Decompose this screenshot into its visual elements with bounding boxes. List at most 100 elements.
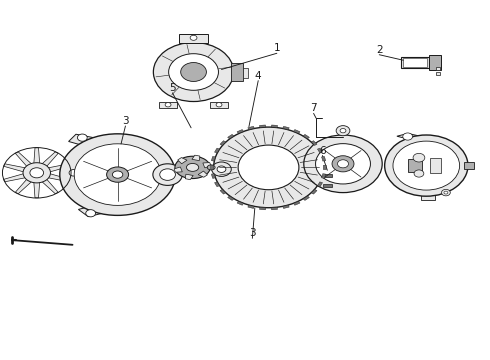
Polygon shape bbox=[311, 189, 317, 194]
Polygon shape bbox=[294, 130, 300, 134]
Bar bbox=[323, 174, 332, 177]
Bar bbox=[210, 102, 228, 108]
Polygon shape bbox=[321, 174, 326, 179]
Polygon shape bbox=[248, 126, 254, 130]
Bar bbox=[243, 68, 248, 78]
Polygon shape bbox=[15, 179, 32, 194]
Polygon shape bbox=[34, 148, 40, 164]
Circle shape bbox=[238, 145, 299, 190]
Polygon shape bbox=[294, 201, 300, 205]
Circle shape bbox=[169, 169, 173, 173]
Polygon shape bbox=[323, 165, 326, 170]
Polygon shape bbox=[237, 130, 244, 134]
Text: 2: 2 bbox=[376, 45, 383, 55]
Circle shape bbox=[86, 210, 96, 217]
Polygon shape bbox=[42, 152, 58, 167]
Polygon shape bbox=[174, 167, 182, 172]
Bar bbox=[403, 58, 427, 67]
Bar bbox=[436, 72, 440, 75]
Ellipse shape bbox=[186, 163, 199, 171]
Circle shape bbox=[393, 141, 460, 190]
Polygon shape bbox=[47, 164, 70, 172]
Circle shape bbox=[217, 166, 226, 172]
Circle shape bbox=[336, 126, 350, 136]
Bar bbox=[179, 34, 208, 43]
Ellipse shape bbox=[207, 165, 215, 170]
Bar bbox=[430, 158, 441, 173]
Circle shape bbox=[216, 103, 222, 107]
Polygon shape bbox=[303, 196, 309, 201]
Bar bbox=[464, 162, 474, 169]
Circle shape bbox=[444, 191, 448, 194]
Circle shape bbox=[338, 160, 348, 168]
Circle shape bbox=[169, 54, 219, 90]
Bar bbox=[401, 57, 429, 68]
Circle shape bbox=[212, 162, 231, 176]
Circle shape bbox=[30, 168, 44, 178]
Polygon shape bbox=[283, 205, 289, 208]
Text: 7: 7 bbox=[310, 103, 317, 113]
Bar bbox=[421, 195, 435, 200]
Circle shape bbox=[69, 170, 78, 176]
Circle shape bbox=[441, 189, 450, 196]
Polygon shape bbox=[260, 207, 266, 210]
Polygon shape bbox=[215, 148, 220, 153]
Polygon shape bbox=[271, 125, 277, 127]
Polygon shape bbox=[318, 148, 322, 153]
Circle shape bbox=[77, 134, 87, 141]
Polygon shape bbox=[237, 201, 244, 205]
Polygon shape bbox=[228, 134, 234, 139]
Circle shape bbox=[190, 35, 197, 40]
Ellipse shape bbox=[175, 156, 210, 179]
Ellipse shape bbox=[107, 167, 128, 182]
Polygon shape bbox=[220, 141, 226, 145]
Circle shape bbox=[414, 170, 424, 177]
Polygon shape bbox=[4, 174, 26, 182]
Bar bbox=[429, 55, 441, 70]
Polygon shape bbox=[283, 126, 289, 130]
Bar bbox=[408, 159, 422, 172]
Bar bbox=[436, 67, 440, 70]
Text: 6: 6 bbox=[319, 145, 326, 156]
Ellipse shape bbox=[112, 171, 123, 178]
Bar bbox=[231, 63, 243, 81]
Polygon shape bbox=[220, 189, 226, 194]
Polygon shape bbox=[321, 156, 326, 161]
Ellipse shape bbox=[60, 134, 175, 215]
Circle shape bbox=[64, 166, 83, 180]
Polygon shape bbox=[69, 134, 98, 147]
Circle shape bbox=[153, 42, 234, 102]
Ellipse shape bbox=[74, 144, 161, 206]
Text: 1: 1 bbox=[273, 43, 280, 53]
Polygon shape bbox=[198, 171, 207, 177]
Circle shape bbox=[332, 156, 354, 172]
Circle shape bbox=[214, 127, 323, 208]
Circle shape bbox=[165, 103, 171, 107]
Text: 3: 3 bbox=[122, 116, 129, 126]
Polygon shape bbox=[397, 134, 426, 140]
Polygon shape bbox=[185, 174, 193, 180]
Bar bbox=[159, 102, 177, 108]
Polygon shape bbox=[47, 174, 70, 182]
Polygon shape bbox=[42, 179, 58, 194]
Circle shape bbox=[165, 167, 177, 175]
Circle shape bbox=[304, 135, 382, 193]
Polygon shape bbox=[211, 174, 216, 179]
Circle shape bbox=[181, 63, 206, 81]
Polygon shape bbox=[34, 181, 40, 198]
Circle shape bbox=[403, 133, 413, 140]
Polygon shape bbox=[178, 158, 187, 164]
Circle shape bbox=[385, 135, 468, 196]
Polygon shape bbox=[271, 207, 277, 210]
Circle shape bbox=[413, 153, 425, 162]
Circle shape bbox=[340, 129, 346, 133]
Polygon shape bbox=[303, 134, 309, 139]
Circle shape bbox=[23, 163, 50, 183]
Polygon shape bbox=[215, 182, 220, 187]
Polygon shape bbox=[203, 163, 211, 168]
Text: 3: 3 bbox=[249, 228, 256, 238]
Polygon shape bbox=[318, 182, 322, 187]
Polygon shape bbox=[4, 164, 26, 172]
Circle shape bbox=[160, 169, 175, 180]
Text: 5: 5 bbox=[169, 83, 176, 93]
